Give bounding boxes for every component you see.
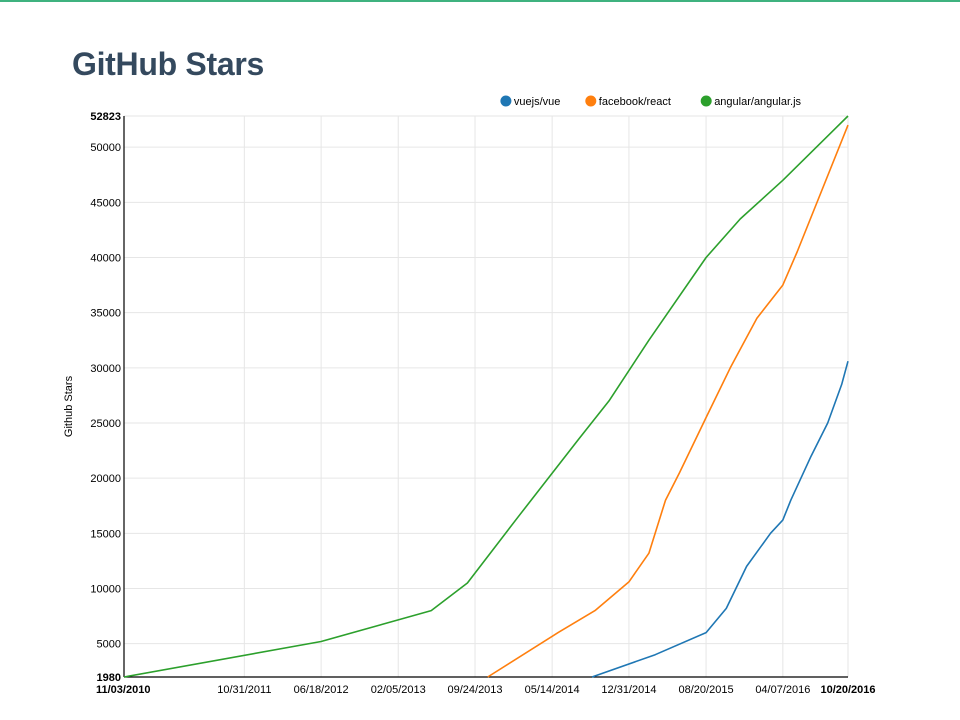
- x-tick-label: 12/31/2014: [601, 684, 656, 696]
- chart-container: 1980 5000 10000 15000 20000 25000 30000 35000 40…: [46, 88, 916, 712]
- series-line-vuejs-vue: [591, 360, 849, 678]
- y-tick-labels: 1980 5000 10000 15000 20000 25000 30000 35000 40…: [90, 111, 121, 684]
- grid-layer: [123, 115, 849, 678]
- legend-label: facebook/react: [599, 96, 671, 108]
- series-line-facebook-react: [487, 124, 849, 678]
- github-stars-chart: 1980 5000 10000 15000 20000 25000 30000 35000 40…: [63, 95, 876, 696]
- y-tick-label: 45000: [90, 197, 121, 209]
- y-tick-label: 30000: [90, 363, 121, 375]
- x-tick-label: 06/18/2012: [294, 684, 349, 696]
- legend-label: vuejs/vue: [514, 96, 560, 108]
- x-tick-label: 08/20/2015: [679, 684, 734, 696]
- legend-item-facebook-react: facebook/react: [585, 95, 671, 108]
- legend-item-angular-angular-js: angular/angular.js: [700, 95, 802, 108]
- y-tick-label: 5000: [97, 639, 121, 651]
- x-tick-label: 09/24/2013: [447, 684, 502, 696]
- legend: vuejs/vue facebook/react angular/angular.j…: [500, 95, 802, 108]
- y-tick-label: 25000: [90, 418, 121, 430]
- x-tick-label: 10/20/2016: [820, 684, 875, 696]
- y-tick-label: 10000: [90, 584, 121, 596]
- x-tick-label: 10/31/2011: [217, 684, 271, 696]
- series-layer: [123, 115, 849, 678]
- y-tick-label: 20000: [90, 473, 121, 485]
- y-tick-label: 50000: [90, 142, 121, 154]
- x-tick-label: 05/14/2014: [525, 684, 580, 696]
- y-axis-title: Github Stars: [63, 375, 75, 437]
- x-tick-label: 02/05/2013: [371, 684, 426, 696]
- page-title: GitHub Stars: [72, 46, 264, 82]
- y-tick-label: 15000: [90, 528, 121, 540]
- y-tick-label: 35000: [90, 308, 121, 320]
- y-tick-label: 40000: [90, 252, 121, 264]
- legend-label: angular/angular.js: [714, 96, 801, 108]
- y-tick-label: 52823: [90, 111, 121, 123]
- y-tick-label: 1980: [97, 672, 121, 684]
- legend-swatch: [500, 95, 512, 107]
- x-tick-label: 04/07/2016: [755, 684, 810, 696]
- series-line-angular-angular-js: [123, 115, 849, 678]
- legend-swatch: [700, 95, 712, 107]
- x-tick-label: 11/03/2010: [96, 684, 150, 696]
- axis-layer: [123, 116, 848, 678]
- top-accent-rule: [0, 0, 960, 2]
- legend-item-vuejs-vue: vuejs/vue: [500, 95, 560, 108]
- x-tick-labels: 11/03/2010 10/31/2011 06/18/2012 02/05/2013…: [96, 684, 876, 696]
- legend-swatch: [585, 95, 597, 107]
